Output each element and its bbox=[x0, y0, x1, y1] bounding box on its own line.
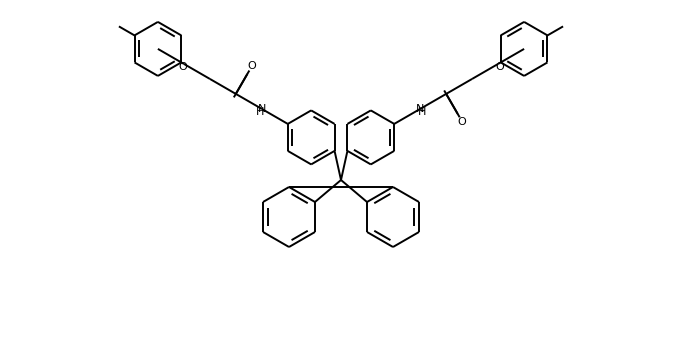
Text: N: N bbox=[258, 104, 266, 114]
Text: N: N bbox=[416, 104, 424, 114]
Text: O: O bbox=[178, 62, 187, 72]
Text: H: H bbox=[417, 106, 426, 117]
Text: O: O bbox=[495, 62, 504, 72]
Text: O: O bbox=[248, 61, 256, 71]
Text: O: O bbox=[458, 117, 466, 127]
Text: H: H bbox=[256, 106, 265, 117]
